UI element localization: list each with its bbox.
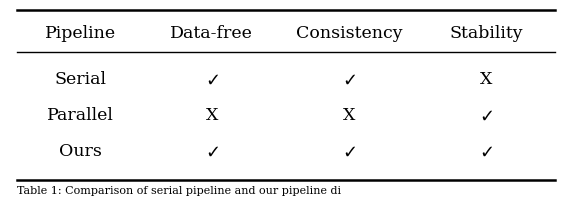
Text: Parallel: Parallel bbox=[47, 108, 113, 124]
Text: Stability: Stability bbox=[450, 25, 523, 43]
Text: Serial: Serial bbox=[54, 72, 106, 88]
Text: X: X bbox=[343, 108, 355, 124]
Text: Data-free: Data-free bbox=[170, 25, 253, 43]
Text: $\checkmark$: $\checkmark$ bbox=[479, 107, 493, 125]
Text: $\checkmark$: $\checkmark$ bbox=[342, 143, 356, 161]
Text: $\checkmark$: $\checkmark$ bbox=[479, 143, 493, 161]
Text: X: X bbox=[205, 108, 218, 124]
Text: $\checkmark$: $\checkmark$ bbox=[205, 143, 219, 161]
Text: $\checkmark$: $\checkmark$ bbox=[205, 71, 219, 89]
Text: Consistency: Consistency bbox=[296, 25, 402, 43]
Text: Ours: Ours bbox=[59, 144, 101, 160]
Text: $\checkmark$: $\checkmark$ bbox=[342, 71, 356, 89]
Text: X: X bbox=[480, 72, 492, 88]
Text: Pipeline: Pipeline bbox=[45, 25, 116, 43]
Text: Table 1: Comparison of serial pipeline and our pipeline di: Table 1: Comparison of serial pipeline a… bbox=[17, 186, 341, 196]
